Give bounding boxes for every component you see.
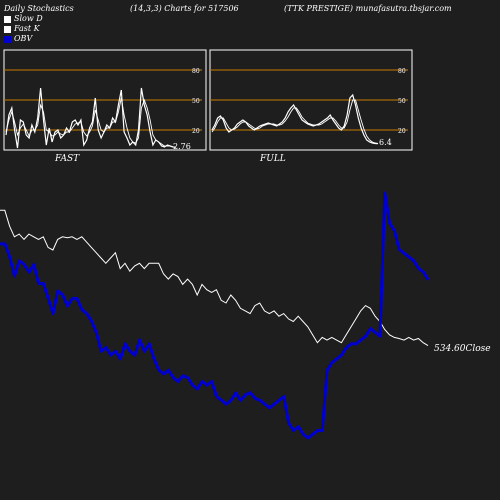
legend-item-slow-d: Slow D (4, 14, 43, 23)
legend-swatch-slow-d (4, 15, 11, 23)
full-tick-label-50: 50 (398, 98, 406, 105)
full-reference-lines (210, 69, 408, 131)
fast-tick-label-20: 20 (192, 128, 200, 135)
fast-tick-label-80: 80 (192, 68, 200, 75)
fast-series-fast-k (5, 87, 177, 149)
main-last-value: 534.60Close (434, 344, 491, 354)
fast-panel-title: FAST (54, 154, 80, 164)
fast-series-slow-d (5, 97, 176, 148)
legend-label-fast-k: Fast K (14, 24, 40, 33)
legend-label-slow-d: Slow D (14, 14, 43, 23)
header-left: Daily Stochastics (4, 4, 74, 13)
full-series-full-k (211, 93, 379, 145)
legend-swatch-fast-k (4, 25, 11, 33)
fast-tick-label-50: 50 (192, 98, 200, 105)
obv-line (0, 191, 430, 440)
fast-tick-labels: 20 50 80 (192, 68, 200, 135)
full-series-full-d (211, 99, 379, 144)
legend-item-obv: OBV (4, 34, 32, 43)
header-middle: (14,3,3) Charts for 517506 (130, 4, 239, 13)
full-tick-label-20: 20 (398, 128, 406, 135)
fast-series-group (5, 87, 177, 149)
legend-item-fast-k: Fast K (4, 24, 40, 33)
full-last-value: 6.4 (379, 138, 392, 147)
legend-label-obv: OBV (14, 34, 33, 43)
main-series-group (0, 191, 430, 440)
full-tick-labels: 20 50 80 (398, 68, 406, 135)
close-price-line (0, 209, 429, 347)
full-series-group (211, 93, 379, 145)
header-right: (TTK PRESTIGE) munafasutra.tbsjar.com (284, 4, 452, 13)
legend-swatch-obv (4, 35, 11, 43)
full-tick-label-80: 80 (398, 68, 406, 75)
fast-last-value: 2.76 (173, 142, 191, 151)
fast-reference-lines (4, 69, 202, 131)
full-panel-title: FULL (259, 154, 286, 164)
